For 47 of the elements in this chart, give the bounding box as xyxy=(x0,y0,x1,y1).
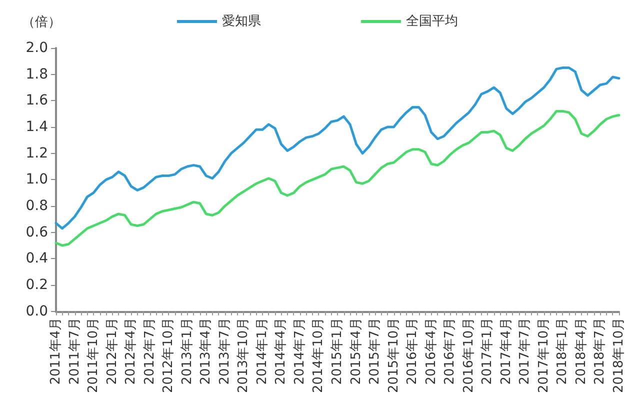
y-tick-label: 1.4 xyxy=(26,119,48,136)
x-tick-label: 2018年1月 xyxy=(555,317,570,385)
x-tick-label: 2014年7月 xyxy=(292,317,308,385)
x-tick-label: 2013年7月 xyxy=(217,317,232,385)
y-tick-label: 1.2 xyxy=(26,145,48,162)
y-tick-label: 0.2 xyxy=(26,277,48,294)
x-tick-label: 2018年4月 xyxy=(574,317,589,385)
x-tick-label: 2016年10月 xyxy=(461,317,476,394)
x-tick-label: 2018年10月 xyxy=(612,317,626,394)
x-tick-label: 2016年1月 xyxy=(405,317,420,385)
y-tick-label: 2.0 xyxy=(26,40,48,56)
x-tick-label: 2013年10月 xyxy=(236,317,252,394)
y-tick-label: 1.8 xyxy=(26,66,48,82)
y-tick-label: 1.0 xyxy=(26,172,48,188)
x-tick-label: 2016年7月 xyxy=(442,317,458,385)
x-tick-label: 2012年7月 xyxy=(142,317,158,385)
y-axis-title: （倍） xyxy=(22,15,61,30)
x-tick-label: 2017年10月 xyxy=(536,317,552,394)
x-tick-label: 2018年7月 xyxy=(592,317,608,385)
x-tick-label: 2015年1月 xyxy=(330,317,345,385)
x-tick-label: 2017年7月 xyxy=(518,317,533,385)
y-tick-label: 0.0 xyxy=(26,303,48,320)
x-tick-label: 2015年7月 xyxy=(368,317,383,385)
x-tick-label: 2012年1月 xyxy=(104,317,120,385)
x-tick-label: 2014年10月 xyxy=(311,317,326,394)
x-tick-label: 2013年1月 xyxy=(180,317,195,385)
x-tick-label: 2012年4月 xyxy=(124,317,139,385)
y-tick-label: 0.6 xyxy=(26,224,48,240)
x-tick-label: 2015年10月 xyxy=(386,317,402,394)
x-tick-label: 2017年4月 xyxy=(498,317,514,385)
legend-label: 全国平均 xyxy=(406,14,458,29)
x-tick-label: 2011年10月 xyxy=(86,317,102,394)
x-tick-label: 2015年4月 xyxy=(348,317,364,385)
y-tick-label: 0.8 xyxy=(26,198,48,214)
x-tick-label: 2017年1月 xyxy=(480,317,496,385)
x-tick-label: 2011年4月 xyxy=(48,317,64,385)
x-tick-label: 2011年7月 xyxy=(67,317,82,385)
line-series xyxy=(54,66,620,230)
y-tick-label: 0.4 xyxy=(26,250,48,267)
x-tick-label: 2012年10月 xyxy=(161,317,176,394)
y-tick-label: 1.6 xyxy=(26,92,48,109)
legend-label: 愛知県 xyxy=(222,14,261,29)
x-tick-label: 2013年4月 xyxy=(198,317,214,385)
x-tick-label: 2016年4月 xyxy=(424,317,439,385)
line-series xyxy=(54,110,620,247)
x-tick-label: 2014年4月 xyxy=(274,317,289,385)
x-tick-label: 2014年1月 xyxy=(254,317,270,385)
